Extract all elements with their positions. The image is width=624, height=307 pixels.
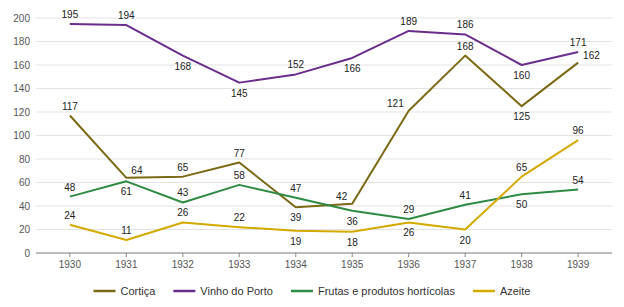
- x-tick-label: 1936: [398, 259, 421, 270]
- legend-label: Azeite: [500, 285, 531, 297]
- data-label: 41: [460, 190, 472, 201]
- y-tick-label: 200: [13, 13, 30, 24]
- legend: Cortiça Vinho do Porto Frutas e produtos h…: [94, 285, 531, 297]
- x-tick: [182, 253, 183, 257]
- data-label: 18: [347, 237, 359, 248]
- data-label: 48: [64, 182, 76, 193]
- grid-line: [36, 159, 612, 160]
- data-label: 171: [570, 37, 587, 48]
- data-label: 65: [516, 162, 528, 173]
- data-label: 160: [513, 70, 530, 81]
- y-tick-label: 160: [13, 60, 30, 71]
- series-line: [70, 56, 578, 208]
- x-tick: [295, 253, 296, 257]
- x-tick-label: 1939: [567, 259, 590, 270]
- x-tick: [578, 253, 579, 257]
- data-label: 162: [583, 50, 600, 61]
- x-tick: [352, 253, 353, 257]
- data-label: 152: [287, 59, 304, 70]
- data-label: 24: [64, 210, 76, 221]
- grid-line: [36, 135, 612, 136]
- x-tick: [465, 253, 466, 257]
- data-label: 186: [457, 19, 474, 30]
- data-label: 195: [62, 9, 79, 20]
- data-label: 194: [118, 10, 135, 21]
- legend-swatch: [94, 290, 116, 293]
- lines: [70, 24, 578, 240]
- grid-line: [36, 88, 612, 89]
- data-label: 145: [231, 88, 248, 99]
- x-tick: [69, 253, 70, 257]
- x-tick-label: 1934: [285, 259, 308, 270]
- data-label: 64: [131, 165, 143, 176]
- legend-swatch: [291, 290, 313, 293]
- chart: 0204060801001201401601802001930193119321…: [0, 0, 624, 307]
- data-label: 42: [336, 191, 348, 202]
- data-label: 54: [573, 175, 585, 186]
- y-tick-label: 0: [24, 248, 30, 259]
- y-tick-label: 20: [19, 224, 31, 235]
- data-label: 47: [290, 183, 302, 194]
- data-label: 125: [513, 111, 530, 122]
- data-label: 26: [403, 227, 415, 238]
- data-label: 19: [290, 236, 302, 247]
- x-tick-label: 1933: [228, 259, 251, 270]
- y-axis: 0 20 40 60 80 100 120 140 160 180 200: [13, 13, 612, 259]
- series-line: [70, 181, 578, 219]
- data-label: 65: [177, 162, 189, 173]
- data-label: 39: [290, 212, 302, 223]
- legend-label: Vinho do Porto: [200, 285, 273, 297]
- data-label: 77: [234, 148, 246, 159]
- data-label: 168: [457, 41, 474, 52]
- x-tick: [239, 253, 240, 257]
- data-label: 96: [573, 125, 585, 136]
- series-line: [70, 140, 578, 240]
- data-labels: 117 64 65 77 39 42 121 168 125 162 195 194 168 145 152…: [62, 9, 601, 248]
- grid-line: [36, 253, 612, 254]
- grid-line: [36, 41, 612, 42]
- y-tick-label: 100: [13, 130, 30, 141]
- y-tick-label: 180: [13, 36, 30, 47]
- x-tick-label: 1930: [59, 259, 82, 270]
- x-tick-label: 1931: [115, 259, 138, 270]
- data-label: 166: [344, 63, 361, 74]
- data-label: 43: [177, 187, 189, 198]
- y-tick-label: 60: [19, 177, 31, 188]
- data-label: 121: [387, 98, 404, 109]
- y-tick-label: 120: [13, 107, 30, 118]
- legend-swatch: [473, 290, 495, 293]
- data-label: 117: [62, 101, 78, 112]
- legend-label: Cortiça: [121, 285, 157, 297]
- y-tick-label: 80: [19, 154, 31, 165]
- y-tick-label: 140: [13, 83, 30, 94]
- data-label: 22: [234, 212, 246, 223]
- data-label: 189: [400, 16, 417, 27]
- legend-swatch: [173, 290, 195, 293]
- y-tick-label: 40: [19, 201, 31, 212]
- x-axis: 1930 1931 1932 1933 1934 1935 1936 1937 1938 1939: [36, 253, 612, 270]
- x-axis-line: [36, 253, 612, 254]
- x-tick-label: 1935: [341, 259, 364, 270]
- data-label: 36: [347, 216, 359, 227]
- x-tick: [126, 253, 127, 257]
- x-tick-label: 1932: [172, 259, 195, 270]
- data-label: 11: [121, 225, 132, 236]
- x-tick-label: 1937: [454, 259, 477, 270]
- data-label: 20: [460, 235, 472, 246]
- x-tick: [408, 253, 409, 257]
- series-line: [70, 24, 578, 83]
- data-label: 58: [234, 170, 246, 181]
- data-label: 26: [177, 207, 189, 218]
- data-label: 50: [516, 199, 528, 210]
- data-label: 168: [174, 61, 191, 72]
- x-tick: [521, 253, 522, 257]
- x-tick-label: 1938: [511, 259, 534, 270]
- data-label: 61: [121, 186, 133, 197]
- legend-label: Frutas e produtos hortícolas: [318, 285, 455, 297]
- data-label: 29: [403, 204, 415, 215]
